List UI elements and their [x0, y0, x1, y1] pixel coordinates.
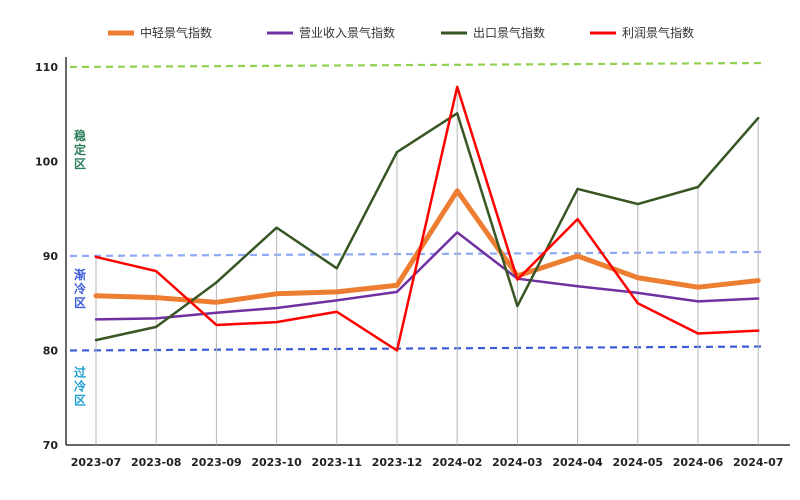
legend-item: 中轻景气指数: [108, 25, 212, 40]
legend-label: 利润景气指数: [622, 25, 694, 40]
legend-label: 营业收入景气指数: [299, 25, 395, 40]
x-tick-label: 2023-07: [71, 456, 122, 469]
y-tick-label: 80: [43, 345, 59, 358]
y-tick-label: 100: [35, 156, 58, 169]
series-line: [94, 231, 760, 321]
x-tick-label: 2024-02: [432, 456, 483, 469]
series-line: [93, 188, 761, 305]
x-tick-label: 2023-12: [372, 456, 423, 469]
x-tick-label: 2024-05: [613, 456, 664, 469]
y-tick-label: 90: [43, 250, 59, 263]
x-tick-label: 2024-03: [492, 456, 543, 469]
x-tick-label: 2023-09: [191, 456, 242, 469]
axes: [65, 57, 790, 446]
reference-line: [69, 61, 766, 69]
series-line: [94, 112, 760, 342]
legend-label: 出口景气指数: [473, 25, 545, 40]
x-tick-label: 2024-04: [552, 456, 603, 469]
zone-label: 稳定区: [74, 128, 86, 171]
legend-label: 中轻景气指数: [140, 25, 212, 40]
reference-line: [69, 250, 766, 258]
reference-line: [69, 345, 766, 352]
y-tick-label: 70: [43, 439, 59, 452]
x-tick-label: 2023-08: [131, 456, 182, 469]
y-tick-label: 110: [35, 61, 58, 74]
tick-labels: 70 80 90 100 110 2023-07 2023-08 2023-09 2023-10…: [35, 61, 783, 469]
legend-item: 利润景气指数: [590, 25, 694, 40]
legend-item: 营业收入景气指数: [267, 25, 395, 40]
zone-label: 渐冷区: [74, 267, 86, 310]
x-tick-label: 2024-07: [733, 456, 784, 469]
legend: 中轻景气指数 营业收入景气指数 出口景气指数 利润景气指数: [108, 25, 694, 40]
series-layer: [93, 85, 761, 352]
x-tick-label: 2023-11: [312, 456, 363, 469]
x-tick-label: 2024-06: [673, 456, 724, 469]
legend-item: 出口景气指数: [441, 25, 545, 40]
series-line: [94, 85, 760, 352]
zone-label: 过冷区: [74, 364, 86, 407]
x-tick-label: 2023-10: [251, 456, 302, 469]
reference-lines: [69, 61, 766, 352]
